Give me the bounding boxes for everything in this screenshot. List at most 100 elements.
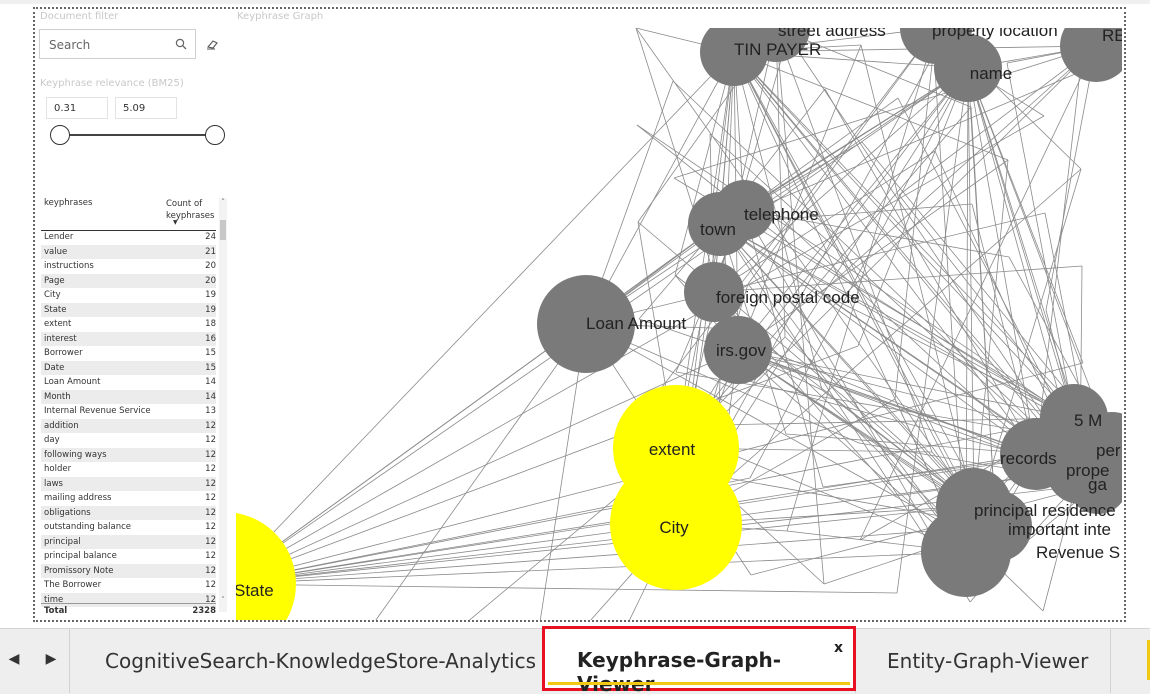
count-cell: 12 [186,477,216,492]
report-canvas: Document filter Search Keyphrase relevan… [0,0,1150,628]
graph-node[interactable] [921,507,1011,597]
count-cell: 12 [186,419,216,434]
table-row[interactable]: obligations 12 [41,506,216,521]
graph-node-label: foreign postal code [716,288,860,307]
keyphrase-cell: Loan Amount [44,375,101,390]
keyphrase-cell: laws [44,477,63,492]
table-row[interactable]: day 12 [41,433,216,448]
table-row[interactable]: following ways 12 [41,448,216,463]
total-label: Total [44,604,67,618]
count-header-line1: Count of [166,199,202,209]
graph-edge [734,52,1112,446]
keyphrase-cell: interest [44,332,77,347]
table-row[interactable]: outstanding balance 12 [41,520,216,535]
graph-node-label: State [236,581,274,600]
slider-min-handle[interactable] [50,125,70,145]
graph-edge [586,68,968,324]
keyphrase-cell: principal balance [44,549,117,564]
count-cell: 14 [186,390,216,405]
table-row[interactable]: holder 12 [41,462,216,477]
keyphrase-cell: Page [44,274,65,289]
keyphrase-cell: Month [44,390,71,405]
graph-node[interactable] [236,512,296,620]
count-cell: 18 [186,317,216,332]
table-row[interactable]: instructions 20 [41,259,216,274]
range-min-input[interactable]: 0.31 [46,97,108,119]
table-row[interactable]: Loan Amount 14 [41,375,216,390]
table-row[interactable]: Page 20 [41,274,216,289]
search-input[interactable]: Search [49,38,90,52]
table-row[interactable]: Internal Revenue Service 13 [41,404,216,419]
count-cell: 21 [186,245,216,260]
next-page-icon[interactable]: ▶ [43,651,59,667]
keyphrase-graph-title: Keyphrase Graph [237,11,323,22]
table-row[interactable]: value 21 [41,245,216,260]
keyphrase-cell: extent [44,317,71,332]
search-box[interactable]: Search [39,29,196,59]
graph-node-label: City [659,518,689,537]
graph-edge [236,346,858,584]
keyphrase-cell: addition [44,419,79,434]
table-row[interactable]: principal balance 12 [41,549,216,564]
tab-entity-graph-viewer[interactable]: Entity-Graph-Viewer [887,629,1088,693]
table-row[interactable]: interest 16 [41,332,216,347]
table-row[interactable]: The Borrower 12 [41,578,216,593]
keyphrase-cell: Lender [44,230,73,245]
keyphrase-cell: State [44,303,67,318]
scroll-thumb[interactable] [220,220,226,240]
graph-node-label: telephone [744,205,819,224]
count-cell: 12 [186,578,216,593]
count-cell: 12 [186,433,216,448]
count-cell: 12 [186,506,216,521]
close-tab-icon[interactable]: x [834,640,843,656]
count-cell: 12 [186,549,216,564]
table-row[interactable]: Month 14 [41,390,216,405]
table-row[interactable]: Date 15 [41,361,216,376]
graph-node-label: Loan Amount [586,314,686,333]
graph-node-label: irs.gov [716,341,767,360]
count-cell: 15 [186,346,216,361]
keyphrases-column-header[interactable]: keyphrases [44,198,92,208]
table-body: Lender 24 value 21 instructions 20 Page 20 City 1… [41,230,216,607]
nav-separator [69,629,70,693]
top-border [0,0,1150,4]
tab-cognitivesearch-analytics[interactable]: CognitiveSearch-KnowledgeStore-Analytics [105,629,536,693]
table-row[interactable]: City 19 [41,288,216,303]
table-row[interactable]: State 19 [41,303,216,318]
scroll-up-icon[interactable]: ˄ [219,198,227,206]
table-row[interactable]: addition 12 [41,419,216,434]
graph-node-label: records [1000,449,1057,468]
search-icon[interactable] [175,38,187,50]
graph-edge [236,584,897,593]
count-cell: 12 [186,535,216,550]
table-header: keyphrases Count of keyphrases ▼ [41,194,216,231]
prev-page-icon[interactable]: ◀ [6,651,22,667]
keyphrase-cell: instructions [44,259,94,274]
total-count: 2328 [186,604,216,618]
table-row[interactable]: Borrower 15 [41,346,216,361]
keyphrase-cell: Promissory Note [44,564,114,579]
range-max-input[interactable]: 5.09 [115,97,177,119]
table-row[interactable]: Promissory Note 12 [41,564,216,579]
slider-track[interactable] [60,134,215,136]
table-row[interactable]: principal 12 [41,535,216,550]
count-cell: 12 [186,448,216,463]
graph-node-label: 5 M [1074,411,1102,430]
tab-keyphrase-graph-viewer[interactable]: Keyphrase-Graph-Viewer x [542,626,856,691]
keyphrase-cell: Internal Revenue Service [44,404,151,419]
sort-desc-icon[interactable]: ▼ [173,219,178,226]
keyphrase-cell: value [44,245,67,260]
graph-edge [236,506,974,584]
table-row[interactable]: extent 18 [41,317,216,332]
graph-node-label: town [700,220,736,239]
slider-max-handle[interactable] [205,125,225,145]
table-row[interactable]: mailing address 12 [41,491,216,506]
eraser-icon[interactable] [206,38,220,50]
table-row[interactable]: Lender 24 [41,230,216,245]
graph-edge [895,28,936,399]
table-scrollbar[interactable]: ˄ ˅ [219,198,227,612]
scroll-down-icon[interactable]: ˅ [219,596,227,604]
table-row[interactable]: laws 12 [41,477,216,492]
graph-node-label: Revenue S [1036,543,1120,562]
